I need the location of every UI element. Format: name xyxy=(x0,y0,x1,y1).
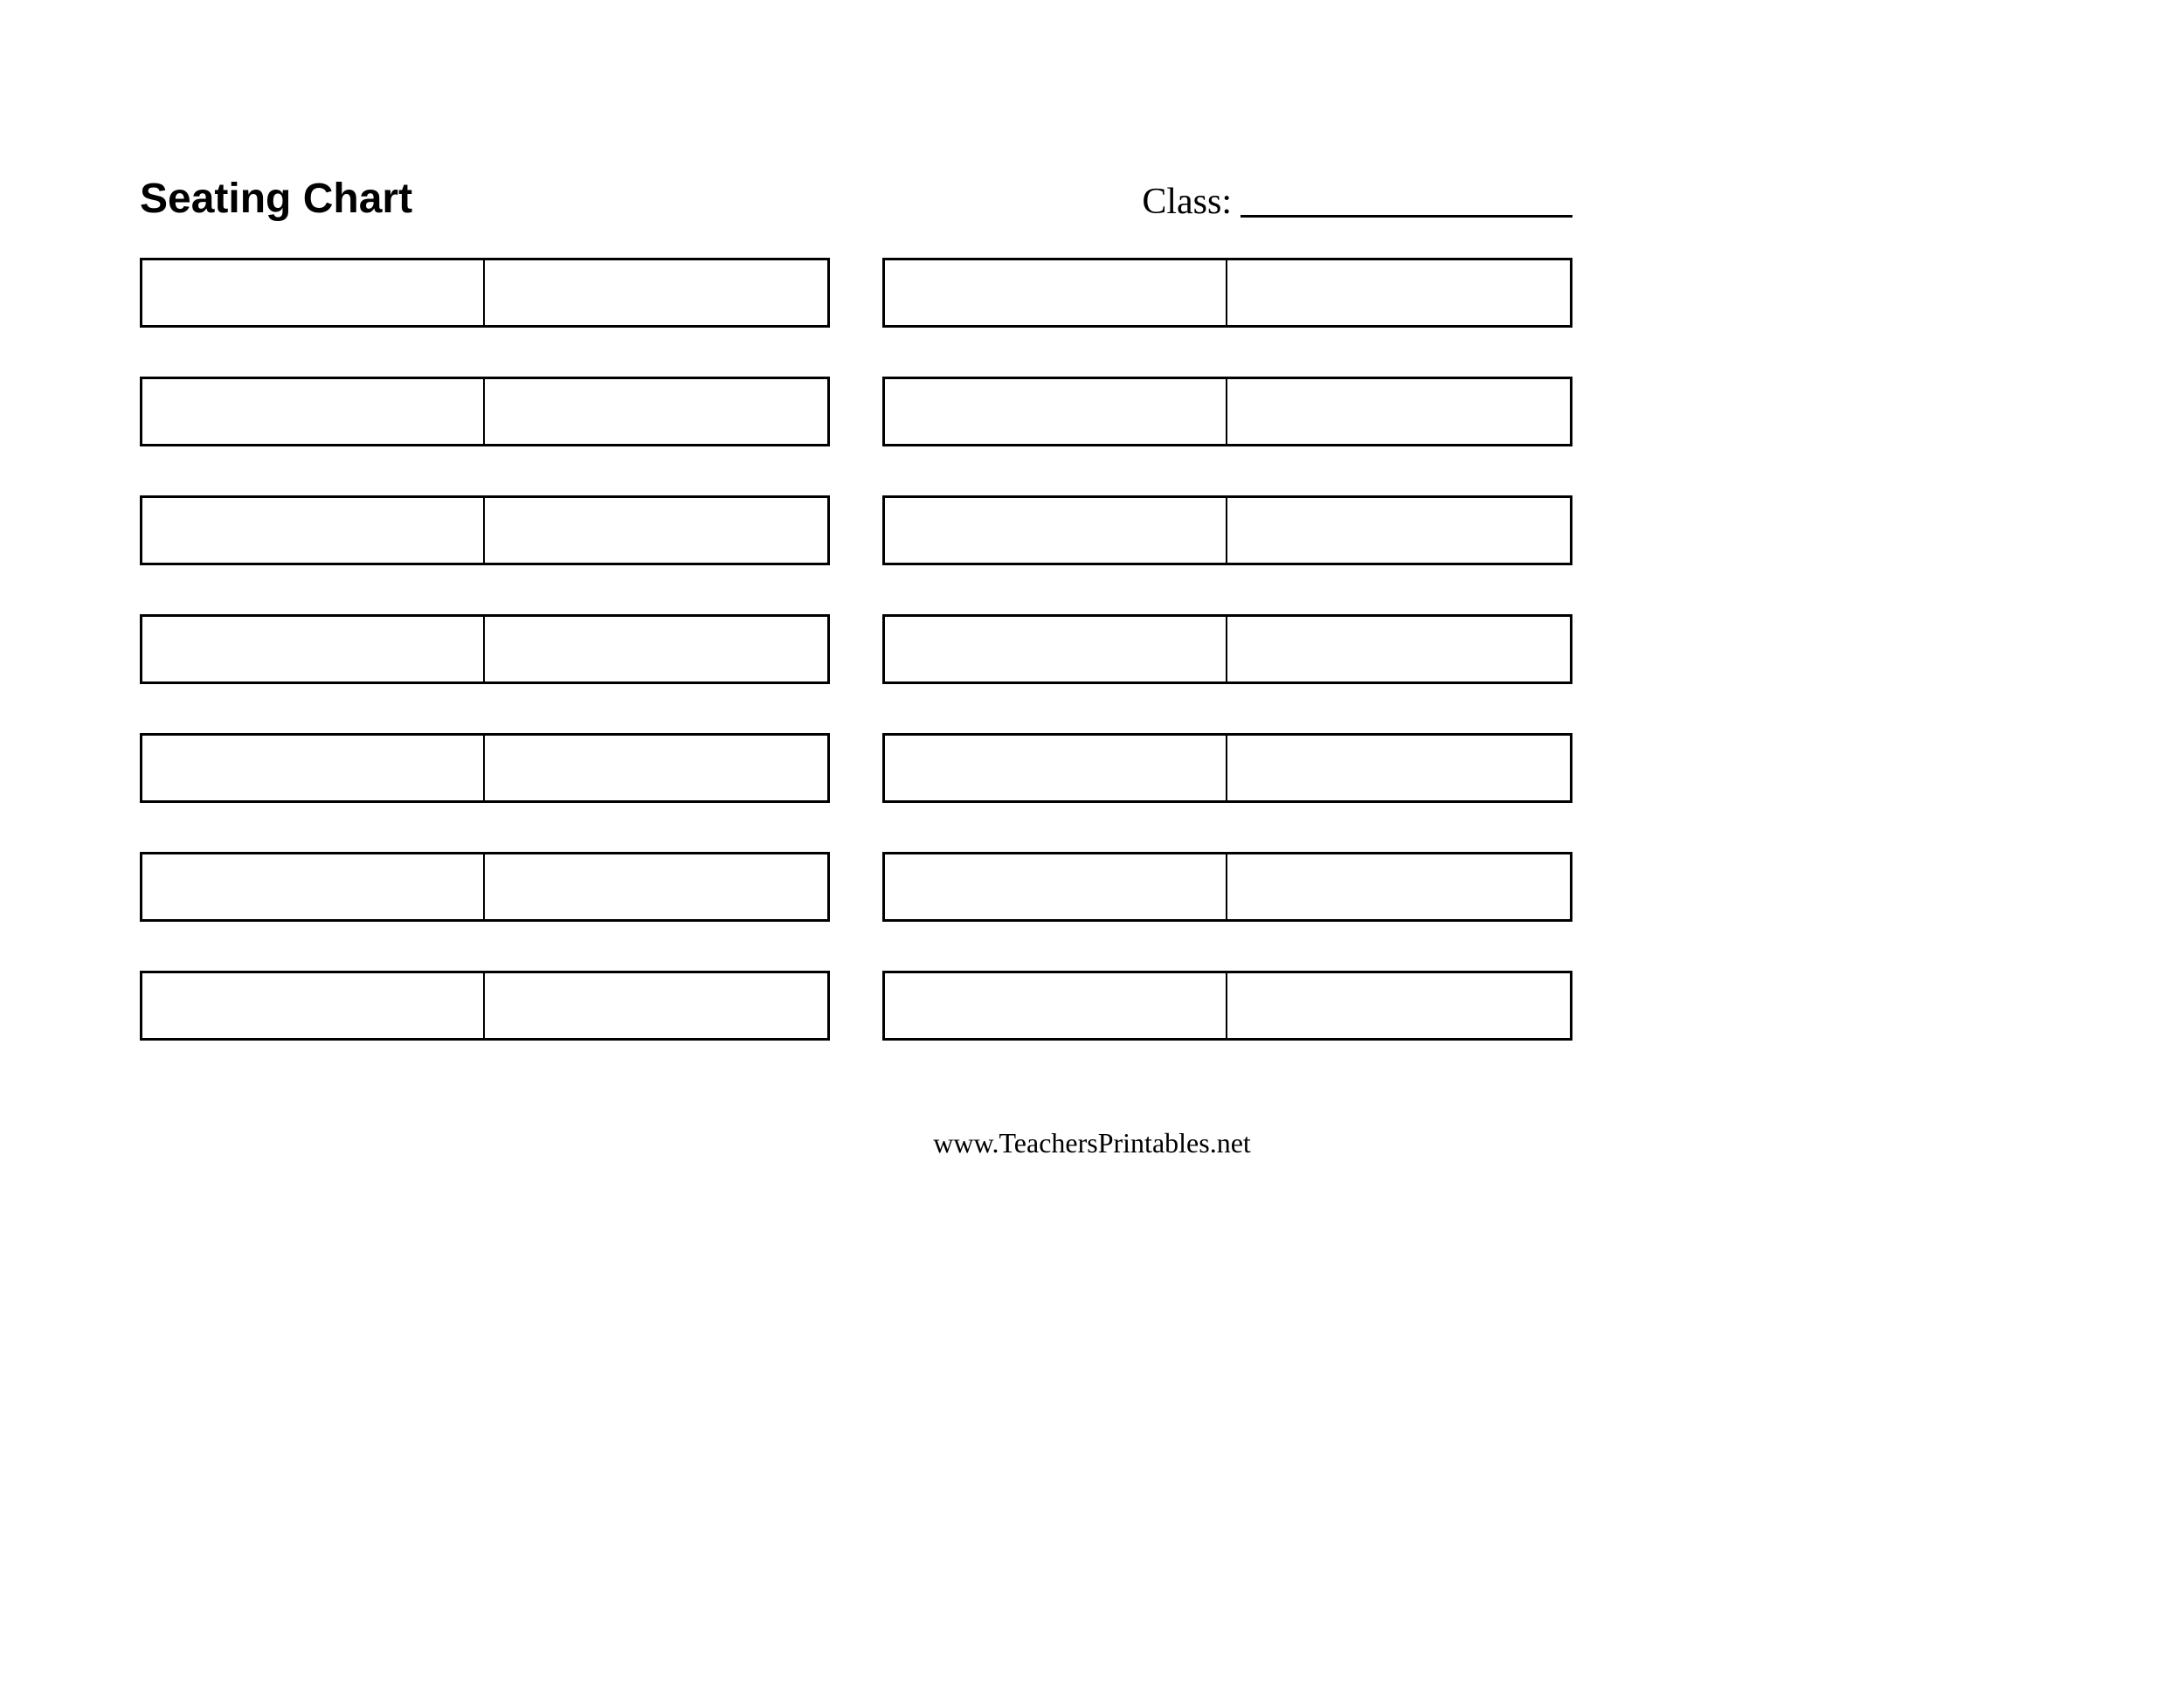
seat[interactable] xyxy=(1227,854,1570,919)
seat[interactable] xyxy=(885,617,1227,681)
seat[interactable] xyxy=(1227,379,1570,444)
seat[interactable] xyxy=(142,854,485,919)
class-label: Class: xyxy=(1142,181,1232,223)
desk xyxy=(882,971,1572,1041)
desk xyxy=(140,971,830,1041)
seat[interactable] xyxy=(1227,736,1570,800)
seat[interactable] xyxy=(485,854,827,919)
seat[interactable] xyxy=(142,379,485,444)
seat[interactable] xyxy=(885,260,1227,325)
seat[interactable] xyxy=(885,973,1227,1038)
desk xyxy=(882,258,1572,328)
seat[interactable] xyxy=(485,498,827,563)
seat[interactable] xyxy=(485,379,827,444)
footer-url: www.TeachersPrintables.net xyxy=(0,1127,2184,1159)
class-input-line[interactable] xyxy=(1241,215,1572,218)
class-field: Class: xyxy=(1142,181,1572,223)
seat[interactable] xyxy=(885,498,1227,563)
seat[interactable] xyxy=(1227,498,1570,563)
desk xyxy=(882,733,1572,803)
seat[interactable] xyxy=(1227,617,1570,681)
desk xyxy=(882,495,1572,565)
seat[interactable] xyxy=(485,260,827,325)
seat[interactable] xyxy=(1227,260,1570,325)
desk xyxy=(140,614,830,684)
seat[interactable] xyxy=(1227,973,1570,1038)
seating-chart-page: Seating Chart Class: xyxy=(140,175,1572,1041)
desk xyxy=(140,377,830,446)
seat[interactable] xyxy=(485,736,827,800)
seat[interactable] xyxy=(485,617,827,681)
seat[interactable] xyxy=(142,498,485,563)
seat[interactable] xyxy=(885,854,1227,919)
desk xyxy=(140,852,830,922)
desk xyxy=(140,495,830,565)
seat[interactable] xyxy=(142,260,485,325)
seat[interactable] xyxy=(142,973,485,1038)
desk xyxy=(882,852,1572,922)
column-left xyxy=(140,258,830,1041)
desk xyxy=(882,377,1572,446)
seat[interactable] xyxy=(885,736,1227,800)
desk xyxy=(882,614,1572,684)
seat[interactable] xyxy=(142,617,485,681)
seating-grid xyxy=(140,258,1572,1041)
desk xyxy=(140,258,830,328)
seat[interactable] xyxy=(142,736,485,800)
header-row: Seating Chart Class: xyxy=(140,175,1572,223)
column-right xyxy=(882,258,1572,1041)
page-title: Seating Chart xyxy=(140,175,412,223)
seat[interactable] xyxy=(885,379,1227,444)
desk xyxy=(140,733,830,803)
seat[interactable] xyxy=(485,973,827,1038)
